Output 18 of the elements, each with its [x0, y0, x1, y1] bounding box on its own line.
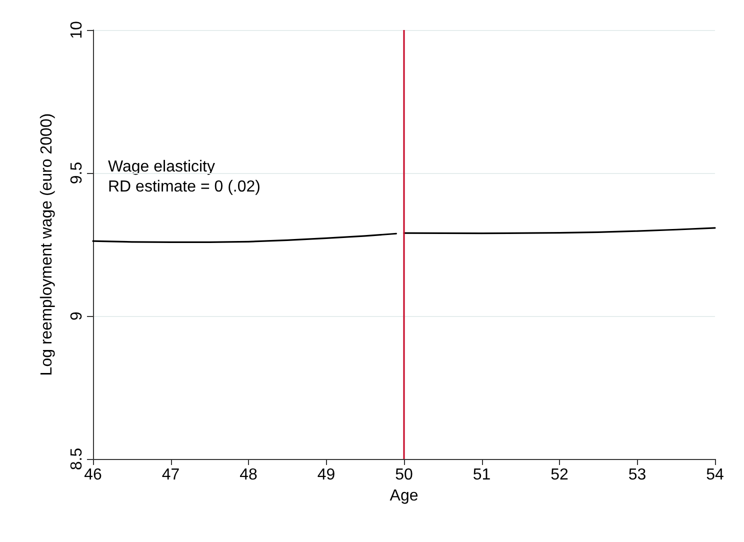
- x-tick-label: 49: [317, 466, 336, 484]
- x-tick-label: 47: [162, 466, 180, 484]
- x-tick-label: 50: [395, 466, 413, 484]
- y-tick-label: 9.5: [68, 162, 86, 184]
- y-axis-title: Log reemployment wage (euro 2000): [38, 113, 56, 376]
- annotation: RD estimate = 0 (.02): [108, 178, 260, 196]
- line-series: [92, 232, 398, 244]
- x-tick-label: 51: [472, 466, 491, 484]
- x-tick-label: 52: [550, 466, 568, 484]
- y-tick-label: 9: [68, 311, 86, 320]
- y-tick-label: 10: [68, 21, 86, 39]
- x-tick-label: 46: [84, 466, 102, 484]
- x-tick-label: 48: [240, 466, 258, 484]
- annotation: Wage elasticity: [108, 158, 215, 176]
- x-tick-label: 53: [628, 466, 646, 484]
- y-tick-label: 8.5: [68, 448, 86, 470]
- x-axis-title: Age: [390, 487, 418, 504]
- x-tick-label: 54: [706, 466, 724, 484]
